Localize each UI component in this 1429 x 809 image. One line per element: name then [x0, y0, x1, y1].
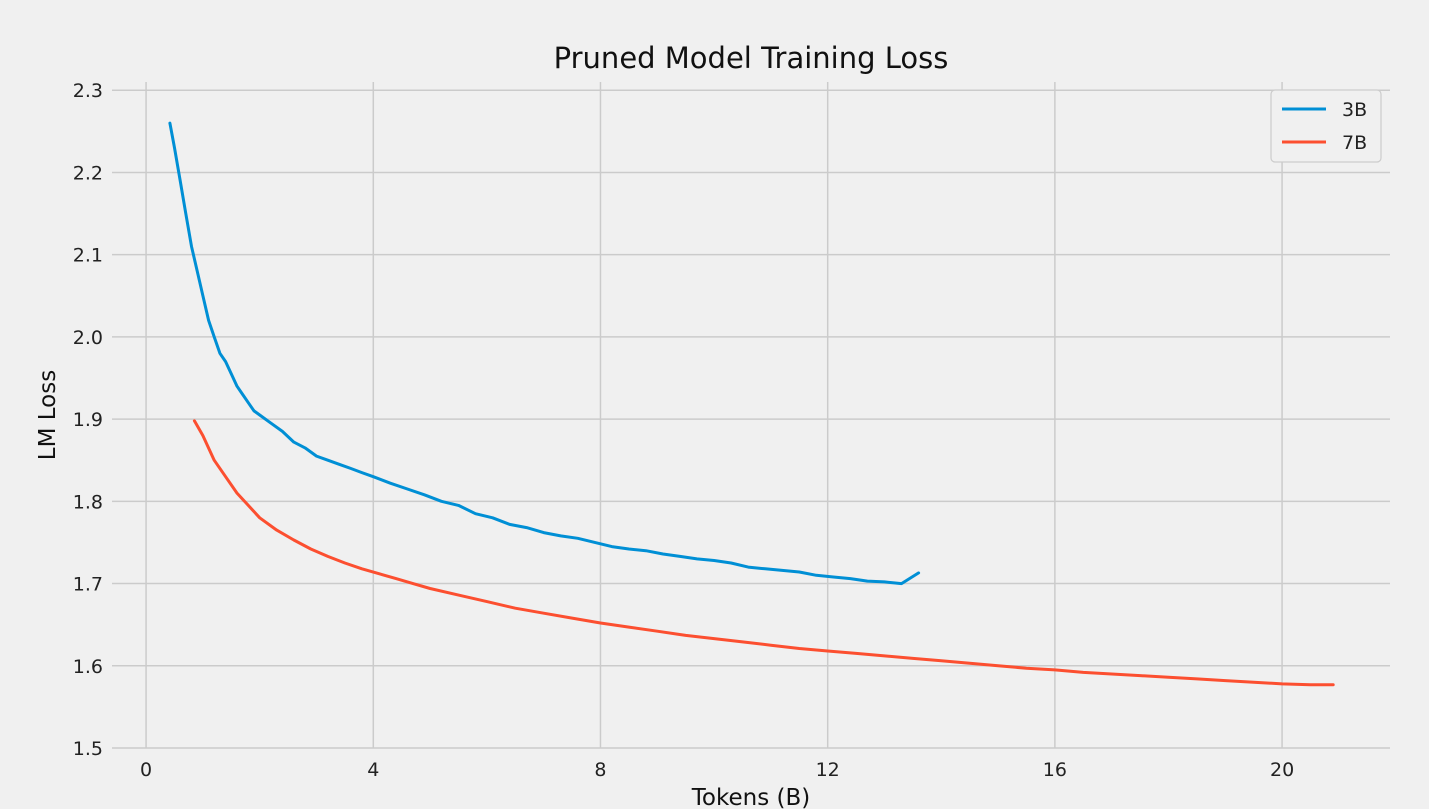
series-lines: [168, 121, 1335, 687]
y-tick-label: 1.7: [73, 574, 103, 596]
y-tick-label: 1.9: [73, 409, 103, 431]
x-tick-label: 4: [367, 759, 379, 781]
series-line-3b: [168, 121, 921, 586]
y-tick-label: 1.8: [73, 491, 103, 513]
y-tick-labels: 1.5 1.6 1.7 1.8 1.9 2.0 2.1 2.2 2.3: [73, 80, 103, 760]
x-tick-label: 8: [594, 759, 606, 781]
y-tick-label: 2.1: [73, 245, 103, 267]
x-axis-label: Tokens (B): [691, 785, 810, 809]
legend: 3B 7B: [1270, 89, 1382, 163]
y-axis-label: LM Loss: [35, 370, 61, 460]
y-tick-label: 2.2: [73, 162, 103, 184]
y-tick-label: 2.0: [73, 327, 103, 349]
y-tick-label: 1.6: [73, 656, 103, 678]
plot-area-background: [112, 82, 1390, 748]
x-tick-label: 12: [816, 759, 840, 781]
legend-label-7b: 7B: [1342, 132, 1367, 154]
series-line-7b: [192, 419, 1335, 687]
x-tick-labels: 0 4 8 12 16 20: [140, 759, 1294, 781]
legend-label-3b: 3B: [1342, 99, 1367, 121]
chart-title: Pruned Model Training Loss: [554, 41, 949, 75]
y-tick-label: 2.3: [73, 80, 103, 102]
x-tick-label: 16: [1043, 759, 1067, 781]
grid-lines: [112, 82, 1390, 749]
x-tick-label: 0: [140, 759, 152, 781]
y-tick-label: 1.5: [73, 738, 103, 760]
x-tick-label: 20: [1270, 759, 1294, 781]
